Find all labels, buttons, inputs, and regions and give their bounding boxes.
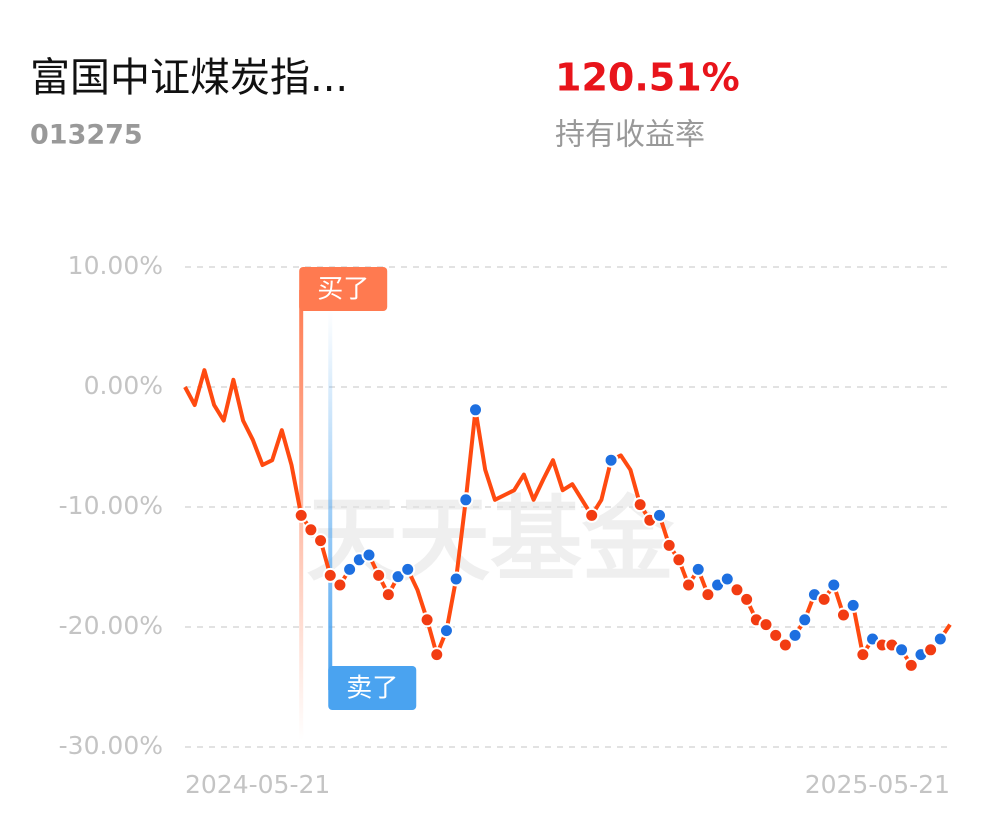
sell-point	[651, 507, 667, 523]
buy-point	[729, 582, 745, 598]
buy-point	[758, 617, 774, 633]
buy-point	[855, 647, 871, 663]
buy-point	[293, 507, 309, 523]
buy-point	[661, 537, 677, 553]
sell-flag-line	[328, 310, 333, 690]
sell-point	[342, 561, 358, 577]
y-tick-label: 10.00%	[68, 251, 163, 280]
buy-point	[903, 657, 919, 673]
buy-point	[835, 607, 851, 623]
sell-flag-label: 卖了	[346, 674, 398, 704]
sell-point	[719, 571, 735, 587]
y-tick-label: -30.00%	[59, 731, 163, 760]
x-tick-label: 2024-05-21	[185, 770, 330, 799]
sell-point	[603, 452, 619, 468]
sell-point	[438, 623, 454, 639]
sell-point	[932, 631, 948, 647]
sell-point	[787, 627, 803, 643]
sell-point	[845, 597, 861, 613]
y-tick-label: -20.00%	[59, 611, 163, 640]
buy-point	[739, 591, 755, 607]
buy-point	[313, 533, 329, 549]
watermark: 天天基金	[306, 486, 675, 594]
buy-point	[816, 591, 832, 607]
return-value: 120.51%	[555, 56, 740, 100]
y-tick-label: -10.00%	[59, 491, 163, 520]
buy-point	[322, 567, 338, 583]
sell-point	[690, 561, 706, 577]
buy-flag	[299, 267, 388, 311]
sell-point	[458, 492, 474, 508]
sell-point	[468, 402, 484, 418]
buy-point	[429, 647, 445, 663]
sell-flag	[328, 666, 417, 710]
buy-point	[768, 627, 784, 643]
buy-point	[632, 497, 648, 513]
x-tick-label: 2025-05-21	[805, 770, 950, 799]
return-label: 持有收益率	[555, 118, 705, 153]
buy-point	[700, 587, 716, 603]
sell-point	[400, 561, 416, 577]
buy-point	[671, 552, 687, 568]
sell-point	[390, 569, 406, 585]
sell-point	[894, 642, 910, 658]
sell-point	[797, 612, 813, 628]
buy-point	[777, 637, 793, 653]
buy-point	[584, 507, 600, 523]
chart: 天天基金 10.00% 0.00% -10.00% -20.00% -30.00% 2024…	[59, 251, 952, 799]
buy-flag-label: 买了	[317, 275, 369, 305]
sell-point	[448, 571, 464, 587]
buy-point	[303, 522, 319, 538]
buy-point	[380, 587, 396, 603]
y-tick-label: 0.00%	[84, 371, 163, 400]
buy-point	[923, 642, 939, 658]
fund-code: 013275	[30, 120, 143, 151]
sell-point	[361, 547, 377, 563]
fund-title: 富国中证煤炭指...	[30, 55, 348, 101]
buy-point	[332, 577, 348, 593]
buy-point	[371, 567, 387, 583]
buy-point	[681, 577, 697, 593]
sell-point	[826, 577, 842, 593]
buy-point	[419, 612, 435, 628]
